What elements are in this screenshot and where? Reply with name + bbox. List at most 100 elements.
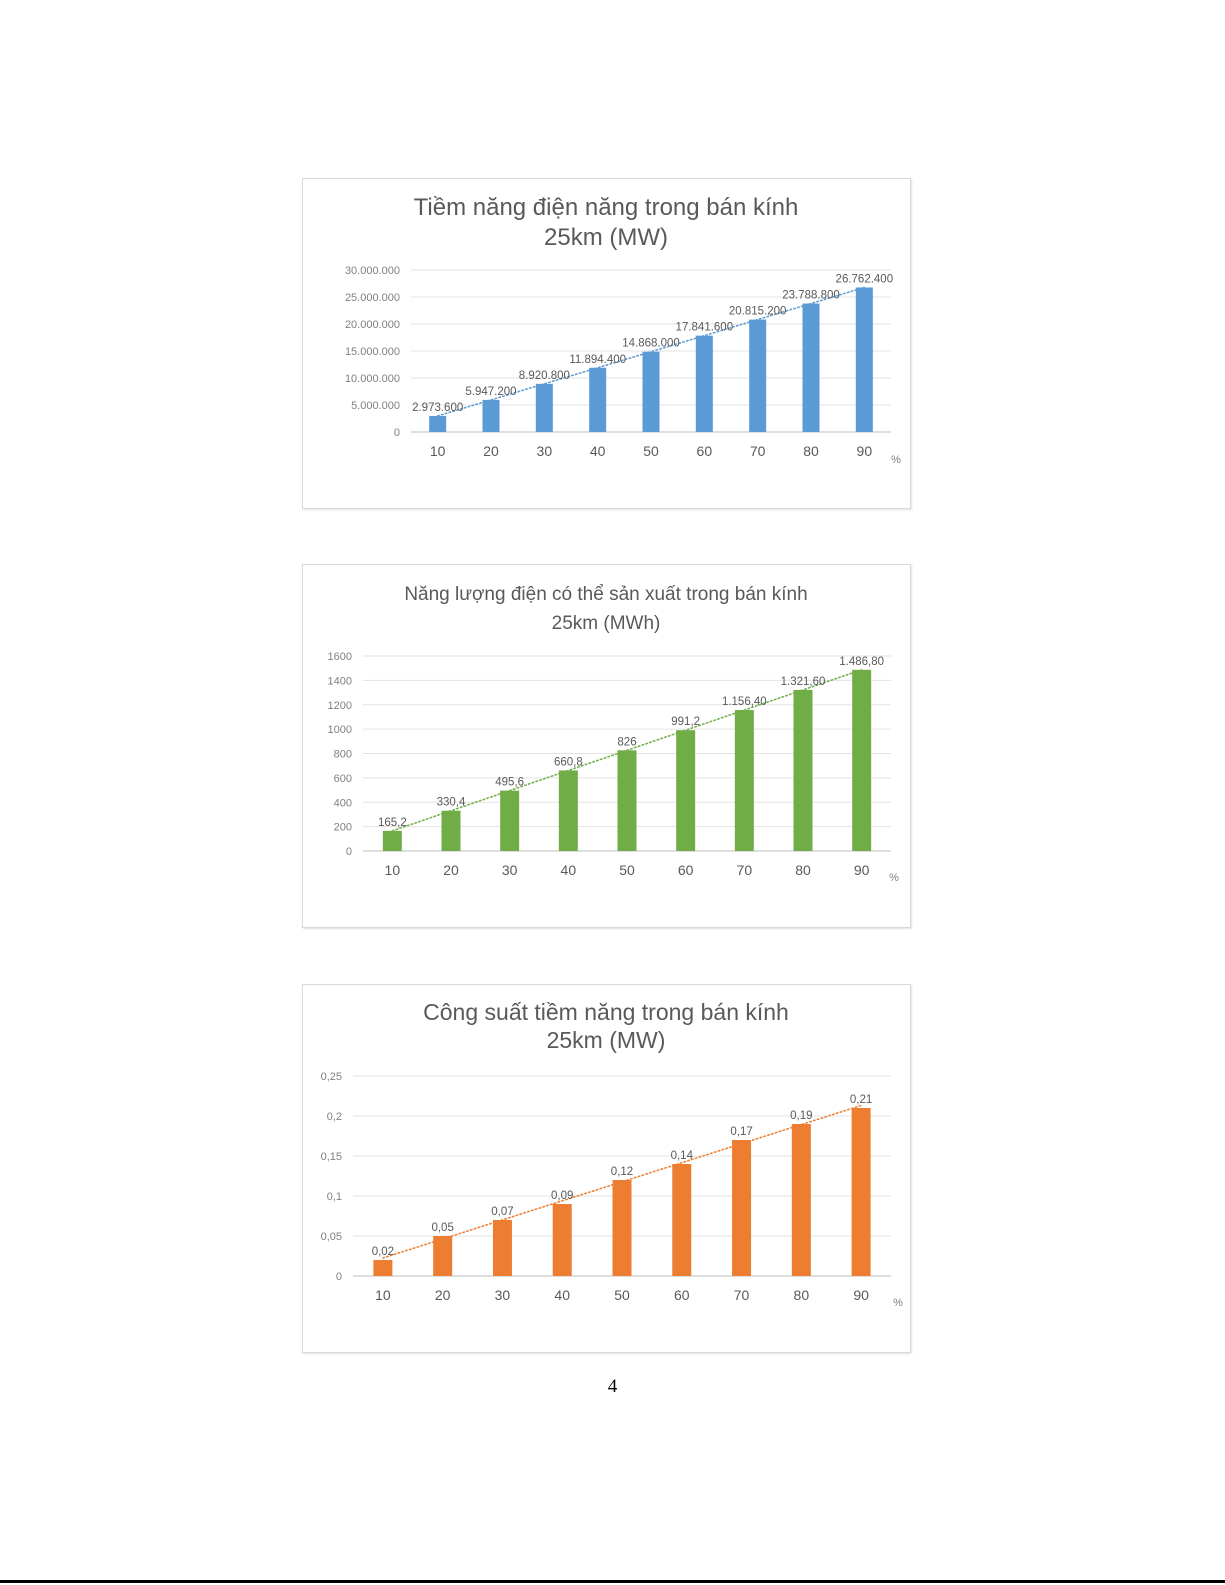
data-label: 1.321,60: [781, 676, 826, 688]
data-label: 23.788.800: [782, 290, 840, 302]
bar: [433, 1236, 453, 1276]
data-label: 5.947.200: [465, 386, 516, 398]
chart-title-line: Tiềm năng điện năng trong bán kính: [414, 194, 799, 221]
x-tick-label: 50: [614, 1287, 630, 1303]
x-tick-label: 50: [619, 862, 635, 878]
data-label: 26.762.400: [836, 273, 894, 285]
bar: [558, 770, 578, 851]
data-label: 2.973.600: [412, 402, 463, 414]
trendline: [382, 1104, 862, 1259]
chart-title-line: Công suất tiềm năng trong bán kính: [423, 999, 789, 1025]
data-label: 1.156,40: [722, 696, 767, 708]
y-tick-label: 0: [394, 427, 400, 439]
x-tick-label: 30: [495, 1287, 511, 1303]
x-tick-label: 80: [794, 1287, 810, 1303]
y-tick-label: 0,2: [327, 1111, 342, 1123]
data-label: 0,19: [790, 1110, 812, 1122]
x-tick-label: 30: [537, 443, 553, 459]
page-number: 4: [607, 1376, 618, 1397]
data-label: 660,8: [554, 756, 583, 768]
x-tick-label: 90: [854, 862, 870, 878]
y-tick-label: 800: [334, 749, 352, 761]
x-tick-label: 40: [590, 443, 606, 459]
y-tick-label: 400: [334, 797, 352, 809]
x-tick-label: 20: [435, 1287, 451, 1303]
data-label: 0,12: [611, 1166, 633, 1178]
data-label: 0,05: [431, 1222, 453, 1234]
data-label: 991,2: [671, 716, 700, 728]
y-tick-label: 30.000.000: [345, 265, 400, 277]
data-label: 495,6: [495, 777, 524, 789]
x-tick-label: 50: [643, 443, 659, 459]
bar: [695, 335, 713, 432]
x-tick-label: 90: [857, 443, 873, 459]
data-label: 1.486,80: [839, 656, 884, 668]
y-tick-label: 0: [346, 846, 352, 858]
data-label: 0,21: [850, 1094, 872, 1106]
y-tick-label: 0,05: [321, 1231, 342, 1243]
y-tick-label: 20.000.000: [345, 319, 400, 331]
y-tick-label: 10.000.000: [345, 373, 400, 385]
bar: [382, 830, 402, 851]
y-tick-label: 200: [334, 822, 352, 834]
x-tick-label: 10: [375, 1287, 391, 1303]
chart-title-line: 25km (MW): [547, 1027, 666, 1053]
y-tick-label: 15.000.000: [345, 346, 400, 358]
data-label: 8.920.800: [519, 370, 570, 382]
bar: [500, 790, 520, 851]
bar: [482, 399, 500, 432]
chart-title-line: 25km (MW): [544, 224, 668, 251]
x-tick-label: 10: [430, 443, 446, 459]
x-axis-unit-label: %: [889, 872, 899, 884]
data-label: 826: [617, 736, 636, 748]
bar: [441, 810, 461, 851]
trendline: [391, 668, 863, 832]
chart-energy-production: Năng lượng điện có thể sản xuất trong bá…: [302, 564, 911, 928]
x-tick-label: 70: [734, 1287, 750, 1303]
data-label: 20.815.200: [729, 306, 787, 318]
x-tick-label: 40: [561, 862, 577, 878]
y-tick-label: 1400: [328, 675, 352, 687]
y-tick-label: 0,15: [321, 1151, 342, 1163]
x-tick-label: 90: [853, 1287, 869, 1303]
chart-title-line: 25km (MWh): [552, 613, 661, 634]
bar: [552, 1204, 572, 1276]
x-axis-unit-label: %: [891, 454, 901, 466]
bar: [617, 750, 637, 851]
x-tick-label: 60: [678, 862, 694, 878]
bar: [373, 1260, 393, 1276]
x-tick-label: 30: [502, 862, 518, 878]
chart-energy-production-svg: Năng lượng điện có thể sản xuất trong bá…: [328, 584, 900, 884]
bar: [492, 1220, 512, 1276]
x-tick-label: 80: [803, 443, 819, 459]
chart-title-line: Năng lượng điện có thể sản xuất trong bá…: [404, 584, 807, 605]
bar: [851, 1108, 871, 1276]
x-tick-label: 60: [697, 443, 713, 459]
bar: [802, 303, 820, 432]
bar: [535, 383, 553, 432]
x-tick-label: 20: [483, 443, 499, 459]
bar: [793, 689, 813, 851]
bar: [749, 319, 767, 432]
x-tick-label: 70: [737, 862, 753, 878]
data-label: 330,4: [437, 797, 466, 809]
bar: [612, 1180, 632, 1276]
data-label: 0,09: [551, 1190, 573, 1202]
trendline: [436, 286, 866, 417]
bar: [855, 287, 873, 432]
y-tick-label: 1200: [328, 700, 352, 712]
chart-electric-potential-svg: Tiềm năng điện năng trong bán kính 25km (…: [345, 194, 901, 466]
bar: [672, 1164, 692, 1276]
x-tick-label: 80: [795, 862, 811, 878]
x-tick-label: 40: [554, 1287, 570, 1303]
data-label: 0,17: [730, 1126, 752, 1138]
data-label: 0,02: [372, 1246, 394, 1258]
x-tick-label: 10: [385, 862, 401, 878]
bar: [676, 730, 696, 851]
bar: [429, 415, 447, 432]
y-tick-label: 0,25: [321, 1071, 342, 1083]
x-tick-label: 70: [750, 443, 766, 459]
bar: [732, 1140, 752, 1276]
x-tick-label: 20: [443, 862, 459, 878]
